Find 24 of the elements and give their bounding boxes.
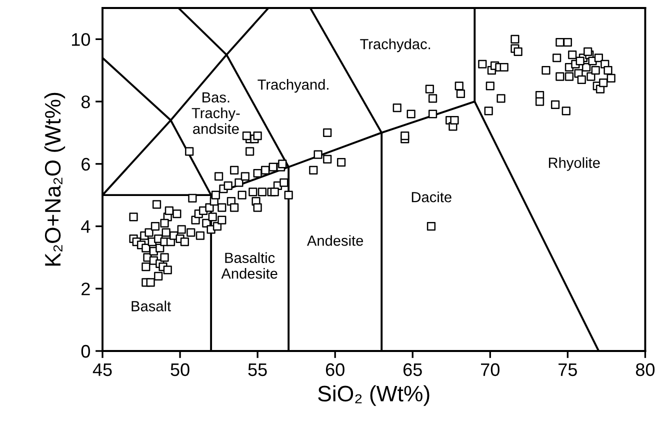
annotation: Basaltic Andesite xyxy=(221,252,278,279)
y-tick-label: 4 xyxy=(81,220,90,233)
y-axis-title: K₂O+Na₂O (Wt%) xyxy=(44,92,66,266)
y-tick-label: 6 xyxy=(82,158,90,171)
x-tick-label: 80 xyxy=(636,363,655,376)
x-tick-label: 60 xyxy=(326,363,344,376)
annotation: Bas. Trachy- andsite xyxy=(192,92,240,134)
annotation: Trachydac. xyxy=(360,38,430,52)
annotation: Trachyand. xyxy=(258,79,328,93)
x-tick-label: 50 xyxy=(170,363,190,376)
x-tick-label: 45 xyxy=(92,363,112,376)
annotation: Dacite xyxy=(412,192,452,202)
annotation: Rhyolite xyxy=(548,157,600,171)
y-tick-label: 0 xyxy=(81,344,90,358)
x-tick-label: 70 xyxy=(481,363,500,376)
annotation: Andesite xyxy=(306,235,364,246)
y-tick-label: 8 xyxy=(81,95,90,108)
y-tick-label: 2 xyxy=(82,282,90,296)
x-tick-label: 65 xyxy=(404,363,422,376)
annotation: Basalt xyxy=(132,300,171,312)
x-tick-label: 55 xyxy=(248,363,267,376)
x-axis-title: SiO₂ (Wt%) xyxy=(318,385,430,406)
x-tick-label: 75 xyxy=(558,363,577,376)
y-tick-label: 10 xyxy=(72,33,90,46)
